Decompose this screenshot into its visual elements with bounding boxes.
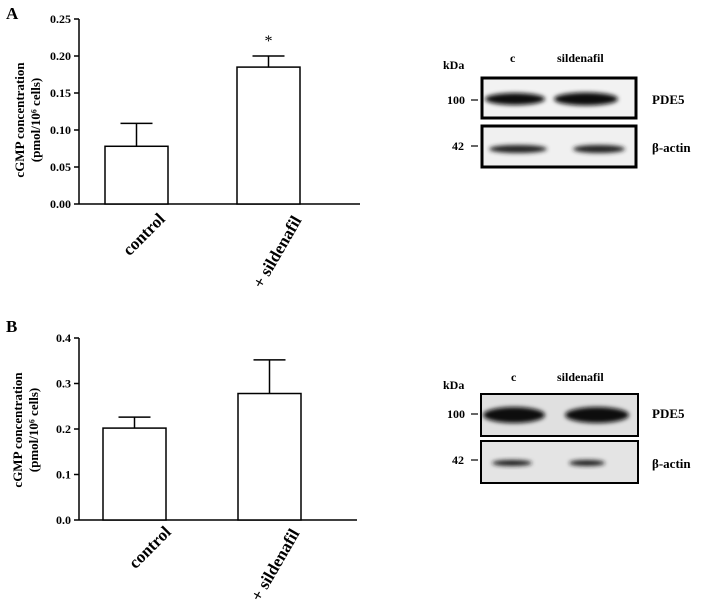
panel-a-bars: * bbox=[104, 33, 301, 205]
blot-a-marker-42: 42 bbox=[452, 139, 464, 153]
panel-a-ylabel-line1: cGMP concentration bbox=[12, 62, 27, 178]
panel-a-significance-mark: * bbox=[265, 33, 273, 50]
blot-b-pde5-band-c bbox=[483, 407, 545, 423]
panel-b-category-control: control bbox=[125, 522, 175, 572]
panel-b-ylabel-line1: cGMP concentration bbox=[10, 372, 25, 488]
panel-a-western-blot: kDa c sildenafil 100 PDE5 42 β-actin bbox=[443, 51, 691, 169]
blot-a-pde5-band-c bbox=[485, 93, 545, 105]
panel-b-category-sildenafil: + sildenafil bbox=[247, 525, 304, 604]
panel-a-bar-control bbox=[104, 145, 169, 205]
blot-b-actin-band-c bbox=[492, 460, 532, 466]
blot-b-label-pde5: PDE5 bbox=[652, 406, 685, 421]
panel-a-ytick-label: 0.10 bbox=[50, 123, 71, 137]
panel-a-letter: A bbox=[6, 4, 19, 23]
blot-b-lane-c: c bbox=[511, 370, 517, 384]
blot-b-unit: kDa bbox=[443, 378, 464, 392]
panel-b-ytick-label: 0.3 bbox=[56, 377, 71, 391]
panel-a-ylabel-line2: (pmol/10⁶ cells) bbox=[28, 78, 43, 162]
blot-a-marker-100: 100 bbox=[447, 93, 465, 107]
panel-a-category-sildenafil: + sildenafil bbox=[249, 212, 306, 291]
blot-a-actin-band-c bbox=[489, 145, 547, 153]
panel-b-bar-control bbox=[102, 427, 167, 521]
blot-a-actin-band-sildenafil bbox=[573, 145, 625, 153]
blot-a-pde5-band-sildenafil bbox=[554, 92, 618, 106]
panel-a-ytick-label: 0.15 bbox=[50, 86, 71, 100]
panel-a-chart: A cGMP concentration (pmol/10⁶ cells) 0.… bbox=[6, 4, 360, 291]
panel-b-bar-sildenafil bbox=[237, 392, 302, 521]
panel-b-letter: B bbox=[6, 317, 17, 336]
panel-b-ytick-label: 0.1 bbox=[56, 468, 71, 482]
blot-a-unit: kDa bbox=[443, 58, 464, 72]
panel-a-ytick-label: 0.20 bbox=[50, 49, 71, 63]
blot-a-label-actin: β-actin bbox=[652, 140, 691, 155]
panel-a-ytick-label: 0.25 bbox=[50, 12, 71, 26]
blot-b-actin-band-sildenafil bbox=[569, 460, 605, 466]
panel-a-yticks: 0.00 0.05 0.10 0.15 0.20 0.25 bbox=[50, 12, 79, 211]
panel-b-bars bbox=[102, 359, 302, 521]
panel-a-bar-sildenafil bbox=[236, 66, 301, 205]
panel-b-ytick-label: 0.0 bbox=[56, 513, 71, 527]
panel-b-ylabel-line2: (pmol/10⁶ cells) bbox=[26, 388, 41, 472]
panel-a-category-control: control bbox=[119, 209, 169, 259]
panel-b-chart: B cGMP concentration (pmol/10⁶ cells) 0.… bbox=[6, 317, 357, 604]
blot-b-marker-100: 100 bbox=[447, 407, 465, 421]
blot-b-marker-42: 42 bbox=[452, 453, 464, 467]
panel-b-yticks: 0.0 0.1 0.2 0.3 0.4 bbox=[56, 331, 79, 527]
panel-a-ytick-label: 0.05 bbox=[50, 160, 71, 174]
blot-a-lane-c: c bbox=[510, 51, 516, 65]
blot-b-pde5-band-sildenafil bbox=[565, 407, 629, 423]
blot-b-label-actin: β-actin bbox=[652, 456, 691, 471]
panel-b-western-blot: kDa c sildenafil 100 PDE5 42 β-actin bbox=[443, 370, 691, 484]
blot-b-lane-sildenafil: sildenafil bbox=[557, 370, 604, 384]
panel-b-ytick-label: 0.4 bbox=[56, 331, 71, 345]
blot-a-lane-sildenafil: sildenafil bbox=[557, 51, 604, 65]
panel-a-ytick-label: 0.00 bbox=[50, 197, 71, 211]
blot-a-label-pde5: PDE5 bbox=[652, 92, 685, 107]
panel-b-ytick-label: 0.2 bbox=[56, 422, 71, 436]
